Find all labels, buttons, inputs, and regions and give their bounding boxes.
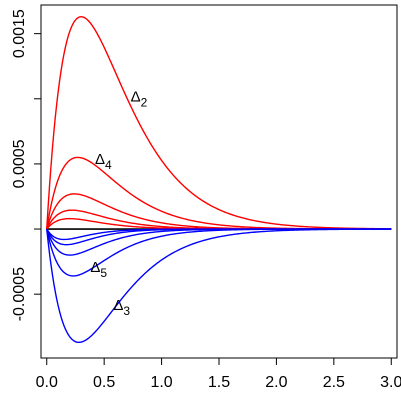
x-tick-label: 0.5: [93, 374, 115, 391]
series-line-10: [46, 228, 392, 241]
series-line-2: [46, 156, 392, 230]
x-tick-label: 2.0: [265, 374, 287, 391]
series-line-3: [46, 193, 392, 230]
x-tick-label: 1.5: [208, 374, 230, 391]
curve-label-delta-3: Δ3: [113, 297, 130, 318]
x-axis: 0.0 0.5 1.0 1.5 2.0 2.5 3.0: [36, 358, 401, 391]
y-tick-label: 0.0005: [11, 139, 28, 188]
plot-border: [40, 4, 398, 359]
curve-label-delta-4: Δ4: [95, 151, 112, 172]
curve-label-delta-2: Δ2: [131, 88, 148, 109]
x-tick-label: 1.0: [150, 374, 172, 391]
curve-label-delta-5: Δ5: [90, 259, 107, 280]
series-lines: [46, 16, 392, 344]
plot-frame: [40, 4, 398, 359]
y-tick-label: 0.0015: [11, 9, 28, 58]
series-line-1: [46, 16, 392, 230]
y-axis: -0.0005 0.0005 0.0015: [11, 9, 41, 321]
y-tick-label: -0.0005: [11, 267, 28, 321]
x-tick-label: 2.5: [323, 374, 345, 391]
curve-labels: Δ2 Δ4 Δ5 Δ3: [90, 88, 147, 317]
x-tick-label: 0.0: [36, 374, 58, 391]
x-tick-label: 3.0: [380, 374, 401, 391]
series-line-4: [46, 209, 392, 230]
